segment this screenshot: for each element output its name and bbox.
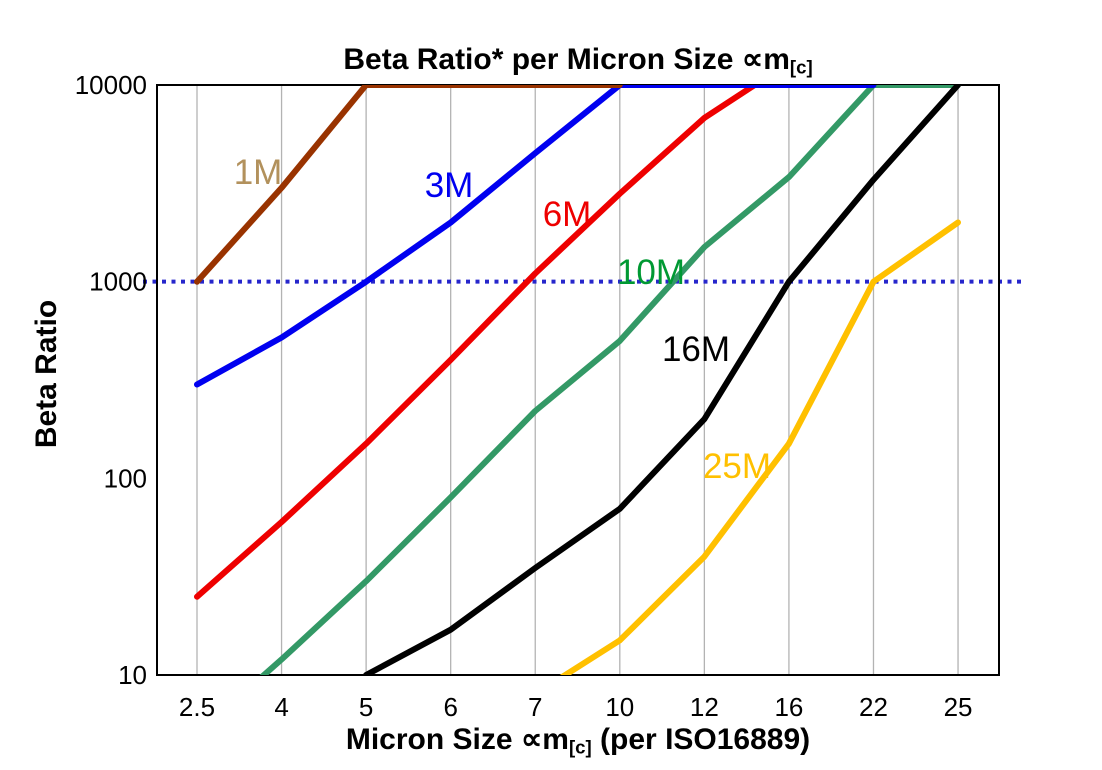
micron-symbol: ∝m <box>741 43 790 76</box>
y-tick-label: 100 <box>104 463 147 493</box>
x-tick-label: 2.5 <box>179 692 215 722</box>
series-label-10M: 10M <box>617 253 685 292</box>
x-tick-label: 7 <box>528 692 542 722</box>
x-axis-title-suffix: (per ISO16889) <box>591 723 811 756</box>
micron-symbol: ∝m <box>520 723 569 756</box>
plot-border <box>156 84 1000 676</box>
series-line-10M <box>259 85 961 675</box>
x-tick-label: 5 <box>359 692 373 722</box>
micron-subscript: [c] <box>568 736 592 758</box>
series-label-16M: 16M <box>662 330 730 369</box>
x-axis-title: Micron Size ∝m[c] (per ISO16889) <box>157 722 999 757</box>
series-line-3M <box>194 85 877 388</box>
chart-title: Beta Ratio* per Micron Size ∝m[c] <box>157 42 999 77</box>
series-line-25M <box>559 219 961 675</box>
series-line-1M <box>194 85 623 285</box>
series-line-16M <box>363 85 961 675</box>
x-tick-label: 16 <box>774 692 803 722</box>
series-label-3M: 3M <box>425 166 474 205</box>
x-tick-label: 22 <box>859 692 888 722</box>
x-tick-label: 12 <box>690 692 719 722</box>
x-tick-label: 6 <box>443 692 457 722</box>
y-tick-label: 10 <box>118 660 147 690</box>
y-tick-label: 10000 <box>75 70 147 100</box>
x-tick-label: 25 <box>944 692 973 722</box>
series-label-25M: 25M <box>703 447 771 486</box>
x-tick-label: 4 <box>274 692 288 722</box>
series-line-6M <box>194 85 761 600</box>
x-tick-label: 10 <box>605 692 634 722</box>
x-axis-title-text: Micron Size <box>345 723 521 756</box>
y-tick-label: 1000 <box>89 267 147 297</box>
chart-title-text: Beta Ratio* per Micron Size <box>343 43 742 76</box>
series-label-6M: 6M <box>543 195 592 234</box>
micron-subscript: [c] <box>789 56 813 78</box>
series-label-1M: 1M <box>234 153 283 192</box>
